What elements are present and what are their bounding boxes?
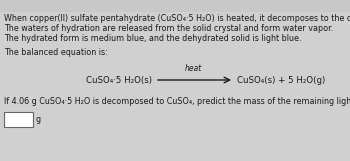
- Text: If 4.06 g CuSO₄·5 H₂O is decomposed to CuSO₄, predict the mass of the remaining : If 4.06 g CuSO₄·5 H₂O is decomposed to C…: [4, 97, 350, 106]
- Text: CuSO₄(s) + 5 H₂O(g): CuSO₄(s) + 5 H₂O(g): [237, 76, 325, 85]
- Text: The hydrated form is medium blue, and the dehydrated solid is light blue.: The hydrated form is medium blue, and th…: [4, 34, 301, 43]
- Text: g: g: [36, 114, 41, 123]
- FancyBboxPatch shape: [4, 112, 33, 127]
- Text: CuSO₄·5 H₂O(s): CuSO₄·5 H₂O(s): [86, 76, 152, 85]
- Text: The waters of hydration are released from the solid crystal and form water vapor: The waters of hydration are released fro…: [4, 24, 333, 33]
- Text: When copper(II) sulfate pentahydrate (CuSO₄·5 H₂O) is heated, it decomposes to t: When copper(II) sulfate pentahydrate (Cu…: [4, 14, 350, 23]
- Text: The balanced equation is:: The balanced equation is:: [4, 48, 108, 57]
- Text: heat: heat: [184, 64, 202, 73]
- FancyBboxPatch shape: [0, 0, 350, 12]
